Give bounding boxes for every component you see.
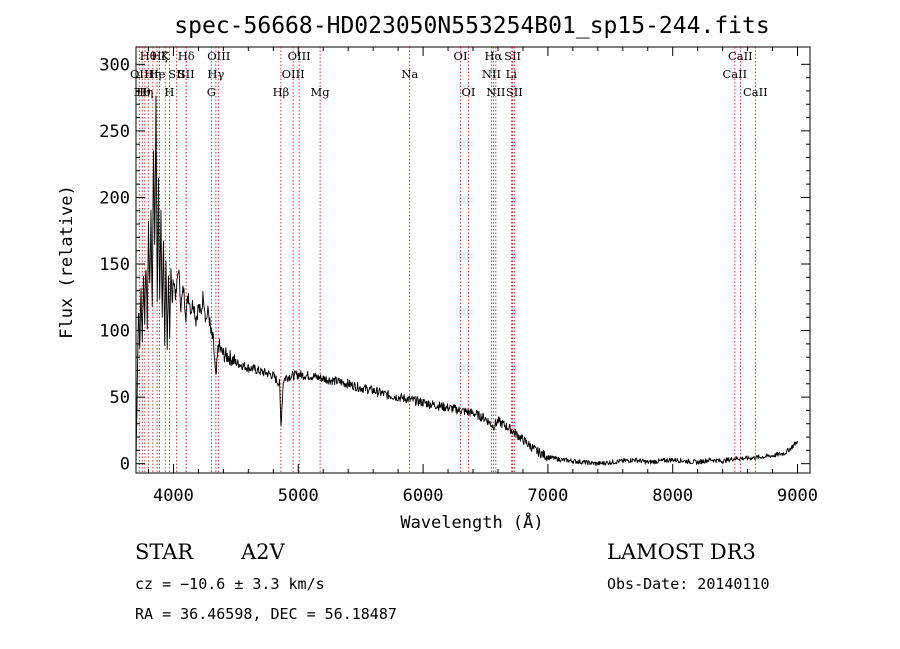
survey-name: LAMOST DR3 — [607, 540, 756, 564]
emission-line-labels: OIIHθHηHθHηHeHζKHSIIHδSIIGHγOIIIHβOIIIOI… — [130, 49, 768, 99]
spectrum-series — [135, 95, 798, 466]
plot-frame — [135, 46, 811, 474]
line-marker-label: Li — [506, 67, 518, 81]
y-axis-label: Flux (relative) — [57, 185, 77, 339]
y-tick-label: 200 — [99, 188, 130, 208]
sky-coordinates: RA = 36.46598, DEC = 56.18487 — [135, 605, 397, 623]
x-tick-label: 9000 — [777, 486, 818, 506]
line-marker-label: CaII — [728, 49, 753, 63]
line-marker-label: SII — [178, 67, 195, 81]
x-axis: 4000 5000 6000 7000 8000 9000 — [147, 47, 818, 506]
line-marker-label: CaII — [722, 67, 747, 81]
line-marker-label: SII — [504, 49, 521, 63]
y-tick-label: 0 — [120, 455, 130, 475]
line-marker-label: G — [207, 85, 216, 99]
line-marker-label: OIII — [288, 49, 311, 63]
line-marker-label: Hθ — [140, 49, 157, 63]
observation-date: Obs-Date: 20140110 — [607, 575, 770, 593]
line-marker-label: Hγ — [207, 67, 224, 81]
line-marker-label: SII — [506, 85, 523, 99]
line-marker-label: NII — [482, 67, 501, 81]
line-marker-label: Hδ — [178, 49, 195, 63]
line-marker-label: He — [149, 67, 166, 81]
line-marker-label: Hζ — [151, 49, 167, 63]
line-marker-label: Hθ — [134, 85, 151, 99]
y-axis: 0 50 100 150 200 250 300 — [99, 55, 810, 475]
line-marker-label: OII — [130, 67, 149, 81]
line-marker-label: CaII — [743, 85, 768, 99]
y-tick-label: 50 — [110, 388, 130, 408]
x-axis-label: Wavelength (Å) — [400, 511, 543, 533]
x-tick-label: 5000 — [278, 486, 319, 506]
emission-line-markers — [138, 47, 756, 473]
line-marker-label: Na — [401, 67, 418, 81]
line-marker-label: OI — [454, 49, 468, 63]
x-tick-label: 4000 — [153, 486, 194, 506]
line-marker-label: OIII — [207, 49, 230, 63]
y-tick-label: 250 — [99, 122, 130, 142]
spectrum-line — [135, 95, 798, 466]
redshift-cz: cz = −10.6 ± 3.3 km/s — [135, 575, 325, 593]
x-tick-label: 8000 — [652, 486, 693, 506]
line-marker-label: Hη — [144, 67, 161, 81]
chart-title: spec-56668-HD023050N553254B01_sp15-244.f… — [174, 13, 769, 39]
line-marker-label: OIII — [282, 67, 305, 81]
object-class: STAR — [135, 540, 194, 564]
spectral-subclass: A2V — [240, 540, 286, 564]
y-tick-label: 300 — [99, 55, 130, 75]
y-tick-label: 150 — [99, 255, 130, 275]
x-tick-label: 6000 — [403, 486, 444, 506]
line-marker-label: K — [161, 49, 170, 63]
line-marker-label: Hα — [484, 49, 502, 63]
y-tick-label: 100 — [99, 322, 130, 342]
line-marker-label: SII — [168, 67, 185, 81]
x-tick-label: 7000 — [527, 486, 568, 506]
line-marker-label: OI — [462, 85, 476, 99]
line-marker-label: Hη — [136, 85, 153, 99]
line-marker-label: Hβ — [273, 85, 290, 99]
line-marker-label: NII — [486, 85, 505, 99]
line-marker-label: Mg — [311, 85, 331, 99]
line-marker-label: H — [164, 85, 174, 99]
